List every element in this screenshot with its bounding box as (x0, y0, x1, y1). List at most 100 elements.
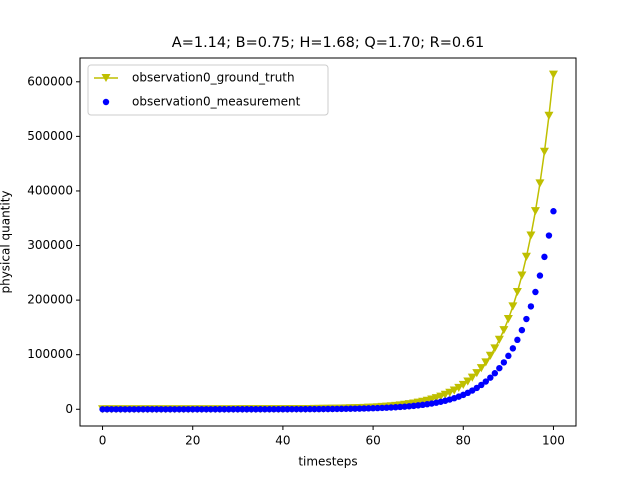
marker (526, 231, 536, 240)
marker (490, 344, 500, 353)
scatter-point (378, 404, 386, 412)
scatter-point (148, 406, 156, 413)
scatter-point (306, 405, 314, 413)
y-tick-label: 100000 (27, 347, 73, 361)
marker (440, 390, 450, 399)
scatter-point (347, 405, 354, 412)
scatter-point (243, 406, 251, 413)
y-tick-label: 400000 (27, 183, 73, 197)
marker (508, 302, 518, 311)
x-tick-label: 40 (275, 434, 290, 448)
chart-title: A=1.14; B=0.75; H=1.68; Q=1.70; R=0.61 (172, 35, 484, 51)
scatter-point (112, 406, 120, 413)
scatter-point (139, 406, 147, 413)
scatter-point (171, 406, 178, 413)
legend-label: observation0_measurement (132, 95, 301, 109)
scatter-point (360, 405, 368, 412)
scatter-point (365, 405, 372, 412)
scatter-point (320, 405, 327, 413)
scatter-point (117, 406, 124, 413)
marker (485, 351, 495, 360)
scatter-point (496, 364, 503, 372)
scatter-point (550, 208, 557, 215)
marker (539, 147, 549, 156)
marker (467, 373, 477, 382)
scatter-point (545, 232, 553, 239)
legend-label: observation0_ground_truth (132, 71, 295, 85)
scatter-point (180, 406, 187, 413)
scatter-point (108, 406, 115, 413)
marker (472, 369, 482, 378)
scatter-point (279, 405, 287, 413)
scatter-point (518, 326, 526, 334)
scatter-point (505, 352, 512, 360)
scatter-point (536, 272, 544, 279)
scatter-point (176, 406, 183, 413)
scatter-point (239, 406, 246, 413)
marker (512, 287, 522, 297)
scatter-point (162, 406, 169, 413)
marker (535, 179, 545, 188)
marker (481, 358, 491, 367)
scatter-point (157, 406, 165, 413)
scatter-point (225, 406, 232, 413)
marker (454, 383, 464, 392)
scatter-point (487, 374, 494, 381)
scatter-point (185, 406, 192, 413)
scatter-point (288, 405, 296, 413)
scatter-point (500, 359, 508, 366)
scatter-point (315, 405, 323, 413)
scatter-point (356, 405, 363, 412)
x-tick-label: 60 (365, 434, 380, 448)
plot-frame (79, 57, 577, 427)
scatter-point (103, 406, 111, 413)
scatter-point (541, 253, 548, 261)
scatter-point (189, 406, 196, 413)
scatter-point (248, 406, 255, 413)
scatter-point (99, 406, 106, 413)
scatter-point (266, 406, 273, 413)
marker (458, 380, 468, 389)
marker (463, 377, 473, 386)
x-tick-label: 80 (456, 434, 471, 448)
scatter-point (194, 406, 201, 413)
scatter-point (284, 405, 291, 413)
scatter-point (166, 406, 174, 413)
scatter-point (212, 406, 219, 413)
legend-box (87, 64, 329, 116)
y-tick-label: 300000 (27, 238, 73, 252)
y-tick-label: 500000 (27, 129, 73, 143)
scatter-point (252, 406, 260, 413)
scatter-point (221, 406, 228, 413)
scatter-point (324, 405, 332, 413)
x-axis-label: timesteps (298, 455, 357, 469)
scatter-point (121, 406, 129, 413)
scatter-point (527, 303, 535, 310)
scatter-point (302, 405, 309, 413)
marker (449, 386, 459, 395)
scatter-point (329, 405, 336, 413)
scatter-point (333, 405, 341, 413)
legend-marker (101, 73, 111, 83)
x-tick-label: 0 (99, 434, 107, 448)
scatter-point (369, 405, 377, 412)
scatter-point (153, 406, 160, 413)
scatter-point (198, 406, 205, 413)
scatter-point (216, 406, 223, 413)
marker (445, 388, 455, 397)
marker (521, 252, 531, 261)
scatter-point (207, 406, 214, 413)
marker (517, 271, 527, 280)
scatter-point (342, 405, 350, 412)
scatter-point (374, 404, 381, 412)
scatter-point (135, 406, 142, 413)
scatter-point (234, 406, 242, 413)
marker (494, 335, 504, 344)
y-axis-label: physical quantity (0, 190, 13, 293)
scatter-point (482, 378, 490, 385)
x-tick-label: 20 (185, 434, 200, 448)
scatter-point (311, 405, 318, 413)
legend-marker (102, 98, 110, 106)
scatter-point (261, 406, 269, 413)
